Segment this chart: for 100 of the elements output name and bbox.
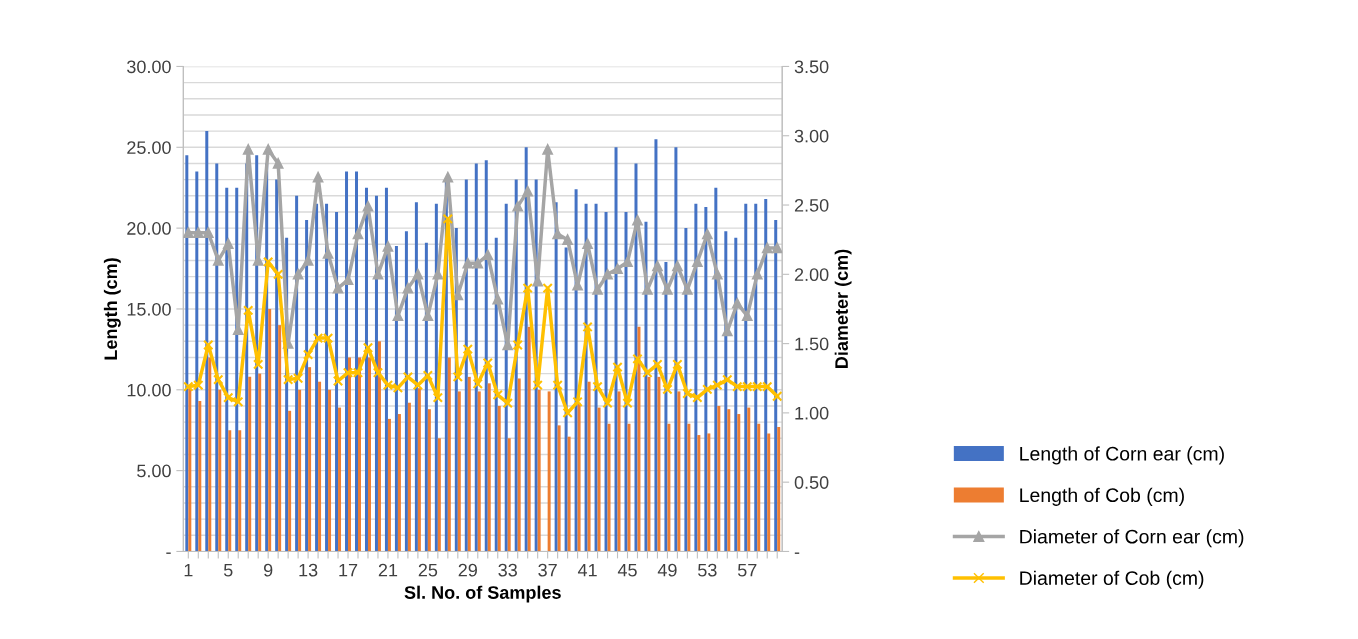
- bar: [414, 202, 418, 552]
- bar: [195, 171, 199, 552]
- bar: [647, 376, 651, 552]
- bar: [697, 435, 701, 552]
- point: [462, 343, 473, 355]
- y2-tick-label: 3.50: [794, 60, 829, 74]
- point: [522, 282, 533, 294]
- x-tick-label: 53: [698, 563, 717, 577]
- point: [312, 172, 324, 183]
- bar: [427, 409, 431, 552]
- y-tick-label: 15.00: [127, 302, 171, 316]
- bar: [318, 381, 322, 552]
- point: [712, 269, 723, 280]
- bar: [654, 139, 658, 552]
- y2-tick-label: 1.00: [795, 406, 829, 420]
- point: [412, 379, 424, 391]
- bar: [477, 391, 481, 552]
- bar: [387, 418, 391, 552]
- bar: [348, 357, 352, 552]
- bar: [238, 430, 242, 552]
- bar: [417, 388, 421, 552]
- bar: [704, 207, 708, 552]
- point: [552, 228, 563, 240]
- bar: [494, 237, 498, 552]
- point: [382, 241, 394, 252]
- bar: [497, 405, 501, 552]
- point: [213, 374, 224, 385]
- bar: [364, 187, 368, 552]
- bar: [567, 436, 571, 552]
- bar: [487, 383, 491, 552]
- point: [372, 367, 384, 378]
- point: [632, 353, 643, 365]
- point: [622, 256, 633, 268]
- bar: [228, 430, 232, 552]
- point: [472, 378, 483, 389]
- bar: [457, 391, 461, 552]
- bar: [607, 423, 611, 552]
- point: [292, 269, 304, 280]
- y-tick-label: 5.00: [137, 464, 171, 478]
- bar: [295, 195, 299, 552]
- bar: [724, 231, 728, 552]
- bar: [397, 414, 401, 552]
- point: [482, 357, 493, 369]
- bar: [764, 199, 768, 552]
- bar: [218, 389, 222, 552]
- point: [712, 379, 723, 391]
- bar: [355, 171, 358, 552]
- bar: [345, 171, 349, 552]
- bar: [358, 357, 361, 552]
- point: [612, 361, 623, 373]
- bar: [747, 407, 751, 552]
- bar: [547, 391, 551, 552]
- y2-axis-title: Diameter (cm): [834, 249, 852, 368]
- point: [582, 238, 593, 250]
- bar: [657, 376, 661, 552]
- point: [422, 370, 434, 381]
- bar: [717, 405, 721, 552]
- x-tick-label: 13: [299, 563, 318, 577]
- point: [662, 384, 673, 395]
- bar: [687, 423, 691, 552]
- point: [502, 397, 513, 409]
- point: [692, 392, 703, 403]
- point: [223, 238, 234, 250]
- point: [512, 339, 523, 351]
- bar: [275, 179, 279, 552]
- x-tick-label: 25: [418, 563, 438, 577]
- bar: [205, 131, 209, 552]
- legend-label: Diameter of Cob (cm): [1020, 570, 1204, 589]
- point: [302, 255, 314, 266]
- point: [682, 388, 693, 399]
- point: [582, 321, 593, 333]
- point: [572, 396, 583, 408]
- bar: [637, 326, 641, 552]
- bar: [634, 163, 638, 552]
- bar: [734, 237, 738, 552]
- y-tick-label: 30.00: [127, 60, 171, 74]
- bar: [737, 414, 741, 552]
- bar: [664, 262, 668, 552]
- point: [183, 227, 194, 238]
- bar: [308, 367, 312, 552]
- x-tick-label: 5: [223, 563, 233, 577]
- bar: [225, 187, 229, 552]
- y-tick-label: 20.00: [127, 222, 171, 235]
- x-tick-label: 37: [538, 563, 557, 577]
- point: [512, 201, 523, 212]
- bar: [617, 391, 621, 552]
- y2-tick-label: 0.50: [794, 476, 829, 489]
- point: [622, 397, 633, 409]
- bar: [248, 376, 252, 552]
- legend-label: Diameter of Corn ear (cm): [1020, 529, 1244, 548]
- bar: [517, 378, 521, 552]
- point: [243, 305, 254, 316]
- point: [642, 367, 653, 378]
- point: [252, 359, 264, 370]
- x-tick-label: 45: [617, 563, 637, 577]
- legend-label: Length of Cob (cm): [1020, 487, 1184, 506]
- bar: [674, 147, 678, 552]
- point: [402, 282, 414, 294]
- y-axis-title: Length (cm): [103, 258, 121, 360]
- point: [772, 391, 783, 402]
